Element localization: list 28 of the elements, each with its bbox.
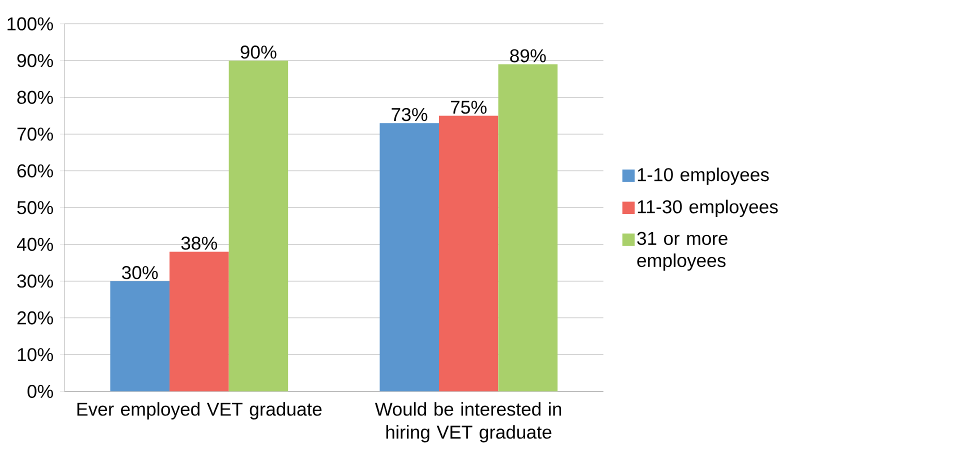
bar (498, 64, 558, 392)
legend-label: 31 or more employees (637, 232, 728, 271)
y-tick-label: 0% (28, 384, 53, 398)
y-tick-label: 90% (17, 54, 53, 68)
legend-label: 11-30 employees (638, 200, 778, 218)
legend-label: 1-10 employees (638, 168, 769, 185)
y-tick-label: 100% (8, 17, 53, 30)
y-tick-label: 80% (17, 90, 53, 104)
y-tick-label: 30% (17, 274, 53, 288)
data-label: 30% (122, 266, 158, 280)
y-tick-label: 70% (17, 128, 53, 141)
y-tick-label: 60% (17, 164, 53, 178)
x-tick-label: Would be interested in hiring VET graduate (375, 402, 562, 443)
bar (110, 281, 170, 392)
x-tick-label: Ever employed VET graduate (77, 402, 322, 420)
data-label: 90% (240, 46, 276, 59)
bar (228, 60, 288, 392)
y-tick-label: 40% (16, 238, 53, 252)
data-label: 75% (451, 100, 487, 114)
bar (380, 123, 439, 392)
bar (438, 116, 498, 392)
data-label: 73% (392, 108, 428, 122)
y-tick-label: 20% (17, 311, 53, 325)
data-label: 38% (181, 236, 218, 250)
data-label: 89% (510, 49, 546, 62)
y-tick-label: 50% (17, 201, 53, 214)
bar (170, 252, 229, 392)
y-tick-label: 10% (18, 348, 53, 362)
